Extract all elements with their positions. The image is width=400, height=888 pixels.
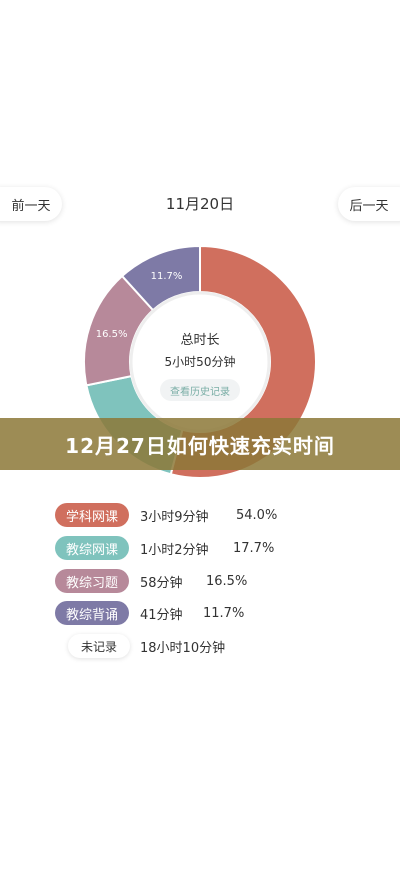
legend-percent: 17.7% [233,540,275,556]
slice-label: 16.5% [96,329,128,340]
legend-pill: 学科网课 [55,503,129,527]
total-duration-title: 总时长 [180,333,220,348]
legend-percent: 54.0% [236,507,278,523]
legend-pill: 教综背诵 [55,601,129,625]
prev-day-button[interactable]: 前一天 [0,187,62,221]
legend-percent: 16.5% [206,573,248,589]
current-date: 11月20日 [165,195,235,213]
legend-duration: 58分钟 [140,575,183,591]
slice-label: 11.7% [151,271,183,282]
legend-duration: 41分钟 [140,607,183,623]
view-history-button[interactable]: 查看历史记录 [160,379,240,401]
total-duration-value: 5小时50分钟 [164,355,236,369]
overlay-banner: 12月27日如何快速充实时间 [0,418,400,470]
legend-duration: 18小时10分钟 [140,640,226,656]
legend-row: 教综背诵 41分钟 11.7% [0,601,400,625]
legend-pill: 教综网课 [55,536,129,560]
banner-text: 12月27日如何快速充实时间 [65,433,335,458]
prev-day-label: 前一天 [11,198,51,214]
legend-row: 教综网课 1小时2分钟 17.7% [0,536,400,560]
legend-duration: 1小时2分钟 [140,542,209,558]
legend-pill: 教综习题 [55,569,129,593]
legend-row: 教综习题 58分钟 16.5% [0,569,400,593]
legend-duration: 3小时9分钟 [140,509,209,525]
legend-pill-unrecorded: 未记录 [68,634,130,658]
legend-row: 未记录 18小时10分钟 [0,634,400,658]
next-day-button[interactable]: 后一天 [338,187,400,221]
view-history-label: 查看历史记录 [170,386,230,398]
legend-row: 学科网课 3小时9分钟 54.0% [0,503,400,527]
legend-percent: 11.7% [203,605,245,621]
next-day-label: 后一天 [349,198,389,214]
